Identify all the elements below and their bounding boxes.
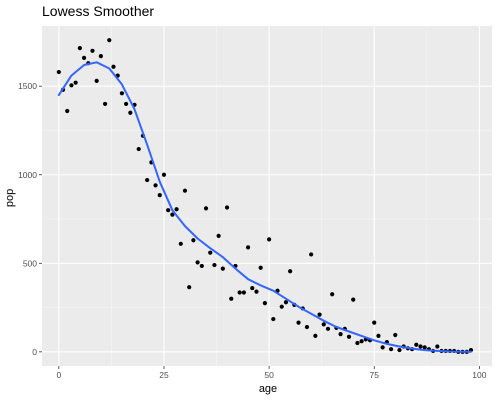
data-point — [153, 183, 158, 188]
y-tick-label: 0 — [32, 347, 37, 357]
data-point — [422, 345, 427, 350]
data-point — [73, 80, 78, 85]
data-point — [262, 301, 267, 306]
data-point — [65, 108, 70, 114]
chart-title: Lowess Smoother — [42, 3, 154, 19]
data-point — [216, 233, 221, 238]
data-point — [435, 344, 440, 349]
data-point — [136, 146, 141, 152]
data-point — [161, 172, 167, 177]
y-tick-label: 500 — [23, 258, 37, 268]
x-axis-title: age — [259, 383, 277, 395]
x-tick-label: 50 — [264, 370, 274, 380]
data-point — [359, 339, 364, 344]
data-point — [208, 250, 213, 255]
y-axis: 0 500 1000 1500 — [18, 81, 42, 357]
data-point — [195, 260, 200, 265]
data-point — [271, 316, 276, 322]
data-point — [376, 333, 381, 338]
data-point — [267, 237, 272, 242]
x-axis: 0 25 50 75 100 — [56, 366, 487, 380]
data-point — [128, 110, 133, 115]
data-point — [119, 91, 125, 96]
data-point — [313, 333, 318, 338]
data-point — [98, 54, 103, 59]
data-point — [166, 208, 171, 213]
data-point — [229, 296, 234, 301]
y-tick-label: 1500 — [18, 81, 37, 91]
y-axis-title: pop — [4, 189, 16, 207]
x-tick-label: 25 — [159, 370, 169, 380]
data-point — [224, 205, 230, 210]
data-point — [212, 262, 217, 268]
lowess-curve — [57, 61, 472, 353]
data-point — [418, 344, 423, 349]
data-point — [170, 212, 175, 217]
data-point — [191, 238, 196, 243]
data-point — [56, 69, 61, 75]
data-point — [94, 78, 99, 83]
data-point — [258, 265, 263, 270]
data-point — [279, 304, 284, 309]
data-point — [283, 300, 289, 305]
data-point — [330, 292, 335, 297]
data-point — [346, 334, 352, 339]
x-tick-label: 0 — [56, 370, 61, 380]
data-point — [241, 290, 246, 295]
data-point — [372, 320, 377, 325]
data-point — [102, 101, 108, 107]
data-point — [304, 324, 310, 330]
data-point — [380, 345, 385, 350]
data-point — [111, 64, 116, 69]
data-point — [124, 101, 129, 107]
y-tick-label: 1000 — [18, 170, 37, 180]
data-point — [220, 266, 225, 271]
data-point — [187, 285, 192, 290]
data-point — [178, 241, 183, 246]
data-point — [174, 207, 179, 212]
data-point — [250, 285, 255, 291]
data-point — [77, 46, 82, 51]
data-point — [414, 342, 419, 347]
data-point — [69, 83, 74, 88]
data-point — [325, 326, 331, 331]
data-point — [145, 177, 150, 183]
data-point — [309, 252, 314, 257]
data-point — [296, 320, 301, 325]
x-tick-label: 75 — [370, 370, 380, 380]
data-point — [397, 347, 402, 353]
data-point — [90, 48, 95, 53]
data-point — [338, 332, 343, 337]
data-point — [157, 193, 162, 198]
data-point — [245, 245, 251, 250]
plot-panel — [42, 26, 492, 366]
data-point — [254, 289, 259, 294]
data-point — [182, 188, 188, 193]
data-point — [393, 332, 398, 338]
data-point — [81, 55, 87, 60]
data-point — [199, 263, 204, 269]
data-point — [355, 340, 360, 346]
x-tick-label: 100 — [472, 370, 486, 380]
lowess-curve-group — [57, 61, 472, 353]
data-point — [288, 269, 293, 274]
data-point — [237, 290, 242, 295]
data-point — [203, 206, 209, 211]
data-point — [388, 347, 394, 352]
data-point — [317, 312, 322, 317]
major-gridlines — [42, 26, 492, 366]
data-point — [107, 38, 112, 43]
minor-gridlines — [42, 26, 492, 366]
data-point — [351, 297, 356, 302]
data-point — [321, 322, 326, 327]
